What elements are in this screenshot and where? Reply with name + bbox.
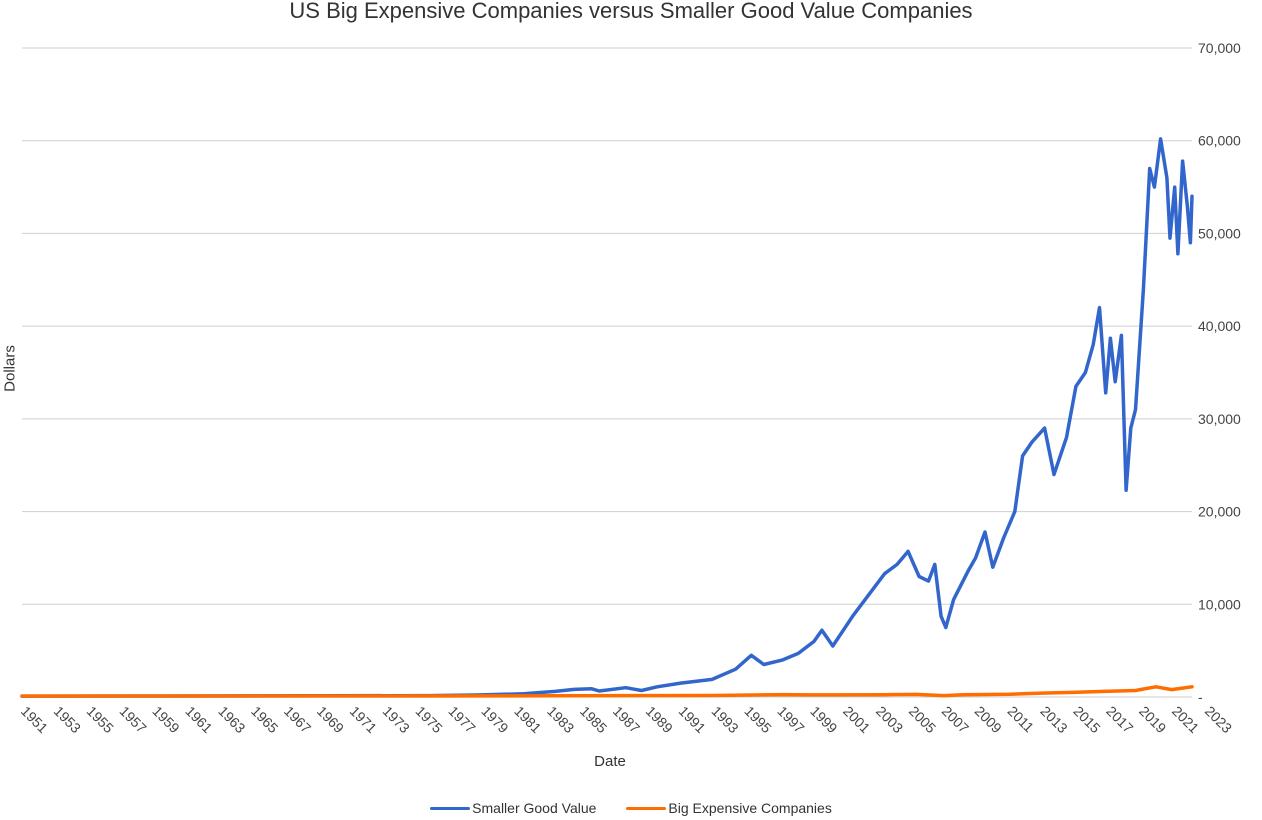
x-tick-label: 1965 — [248, 703, 281, 736]
y-tick-label: 20,000 — [1198, 504, 1241, 520]
x-tick-label: 1995 — [741, 703, 774, 736]
x-tick-label: 1999 — [807, 703, 840, 736]
y-tick-label: 10,000 — [1198, 596, 1241, 612]
x-tick-label: 1991 — [676, 703, 709, 736]
legend-swatch-smaller-good-value — [430, 806, 471, 810]
x-tick-label: 1985 — [577, 703, 610, 736]
x-tick-label: 1981 — [511, 703, 544, 736]
chart-plot-area: - 10,000 20,000 30,000 40,000 50,000 60,000 70,… — [18, 40, 1241, 736]
y-tick-label: 50,000 — [1198, 225, 1241, 241]
x-tick-label: 1961 — [182, 703, 215, 736]
x-tick-label: 1973 — [380, 703, 413, 736]
x-tick-label: 1967 — [281, 703, 314, 736]
x-tick-label: 1959 — [149, 703, 182, 736]
legend-label: Big Expensive Companies — [668, 800, 832, 816]
x-tick-label: 1979 — [478, 703, 511, 736]
x-tick-label: 2019 — [1136, 703, 1169, 736]
x-tick-label: 1987 — [610, 703, 643, 736]
x-tick-label: 2007 — [939, 703, 972, 736]
legend-label: Smaller Good Value — [472, 800, 597, 816]
legend-item-big-expensive-companies[interactable]: Big Expensive Companies — [626, 800, 832, 816]
x-tick-label: 1983 — [544, 703, 577, 736]
x-tick-label: 1993 — [709, 703, 742, 736]
x-tick-label: 1975 — [413, 703, 446, 736]
y-tick-label: 70,000 — [1198, 40, 1241, 56]
x-tick-label: 2003 — [873, 703, 906, 736]
x-tick-label: 2013 — [1037, 703, 1070, 736]
x-tick-label: 1953 — [51, 703, 84, 736]
series-line-big-expensive-companies — [20, 685, 1194, 698]
x-tick-label: 1969 — [314, 703, 347, 736]
x-tick-label: 1963 — [215, 703, 248, 736]
series-line-smaller-good-value — [20, 137, 1194, 698]
legend-swatch-big-expensive-companies — [626, 806, 667, 810]
y-tick-label: 60,000 — [1198, 133, 1241, 149]
x-tick-label: 1955 — [84, 703, 117, 736]
x-tick-label: 1957 — [117, 703, 150, 736]
x-tick-label: 2021 — [1169, 703, 1202, 736]
y-tick-label: 30,000 — [1198, 411, 1241, 427]
x-tick-label: 2017 — [1103, 703, 1136, 736]
x-tick-label: 2011 — [1005, 703, 1038, 736]
x-tick-label: 1989 — [643, 703, 676, 736]
x-tick-label: 1977 — [445, 703, 478, 736]
legend: Smaller Good Value Big Expensive Compani… — [0, 800, 1262, 816]
y-tick-label: - — [1198, 689, 1203, 705]
legend-item-smaller-good-value[interactable]: Smaller Good Value — [430, 800, 596, 816]
x-axis-title: Date — [594, 753, 626, 770]
chart-title: US Big Expensive Companies versus Smalle… — [289, 0, 973, 23]
x-tick-label: 2005 — [906, 703, 939, 736]
x-tick-label: 2001 — [840, 703, 873, 736]
x-tick-label: 2009 — [972, 703, 1005, 736]
y-tick-label: 40,000 — [1198, 318, 1241, 334]
x-tick-label: 1997 — [774, 703, 807, 736]
x-tick-label: 2023 — [1202, 703, 1235, 736]
x-tick-label: 1971 — [347, 703, 380, 736]
x-tick-label: 2015 — [1070, 703, 1103, 736]
x-tick-label: 1951 — [18, 703, 51, 736]
